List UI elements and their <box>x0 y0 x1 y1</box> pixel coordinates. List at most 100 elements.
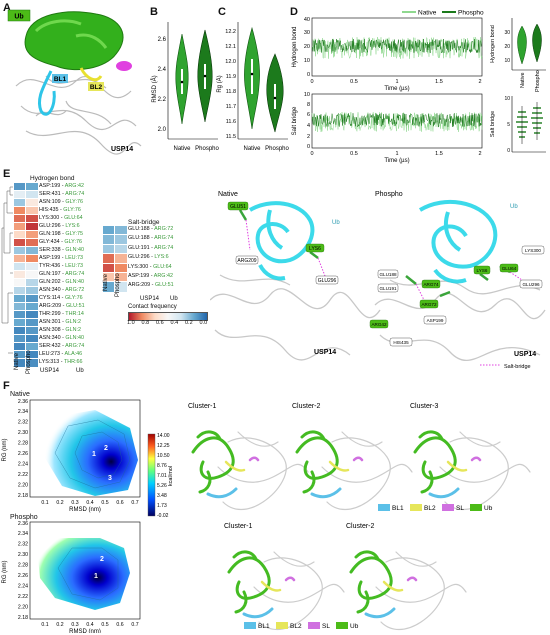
f-cb-tick-2: 10.50 <box>157 453 170 459</box>
separator: - <box>60 343 66 349</box>
f-n-ylabel: RG (nm) <box>2 439 8 462</box>
hb-heat-cell <box>13 214 27 224</box>
d-sb-xtick-4: 2 <box>478 151 481 157</box>
d-vsb-ytick-0: 0 <box>507 148 510 154</box>
e-sbridge-title: Salt-bridge <box>128 219 160 226</box>
ub-residue: LEU:73 <box>65 255 84 261</box>
f-phospho-title: Phospho <box>10 514 38 521</box>
f-legend-n-ub: Ub <box>484 505 493 512</box>
f-cb-tick-7: 1.73 <box>157 503 167 509</box>
d-vhb-ytick-2: 30 <box>504 30 510 36</box>
separator: - <box>59 359 64 365</box>
f-legend-p-bl2: BL2 <box>290 623 302 630</box>
c-ytick-3: 11.8 <box>226 89 236 95</box>
separator: - <box>60 295 65 301</box>
b-ytick-0: 2.0 <box>158 127 167 133</box>
c-ytick-2: 11.7 <box>226 104 236 110</box>
f-p-ytick-7: 2.32 <box>18 542 28 548</box>
usp-residue: THR:299 <box>39 311 61 317</box>
separator: - <box>60 287 66 293</box>
hb-heat-cell <box>13 206 27 216</box>
f-phospho-cluster-2: Cluster-2 <box>346 523 375 530</box>
f-n-ytick-1: 2.20 <box>18 483 28 489</box>
d-sb-ylabel: Salt bridge <box>292 106 298 135</box>
hb-heat-cell <box>25 254 39 264</box>
hb-heat-row-label: SER:338 - GLN:40 <box>39 246 84 255</box>
hb-heat-cell <box>13 182 27 192</box>
ub-residue: GLU:64 <box>64 215 83 221</box>
d-hb-xtick-4: 2 <box>478 79 481 85</box>
hb-heat-row-label: ASP:199 - ARG:42 <box>39 182 84 191</box>
d-vhb-xtick-phospho: Phospho <box>535 70 541 92</box>
label-bl2: BL2 <box>90 84 103 91</box>
hb-heat-cell <box>13 310 27 320</box>
sb-native-trace <box>311 111 483 133</box>
separator: - <box>60 183 65 189</box>
e-res-phospho-4: LYS6 <box>477 268 488 273</box>
sb-heat-cell <box>114 243 128 256</box>
c-ylabel: Rg (Å) <box>216 75 223 92</box>
f-p-ytick-5: 2.28 <box>18 563 28 569</box>
hb-heat-cell <box>25 342 39 352</box>
e-sb-col-native: Native <box>103 273 109 291</box>
f-native-title: Native <box>10 391 30 398</box>
ub-residue: ARG:42 <box>64 183 84 189</box>
panel-b-violin: 2.0 2.2 2.4 2.6 RMSD (Å) Native Phospho <box>151 22 220 152</box>
e-colorbar-tick: 1.0 <box>127 320 135 326</box>
separator: - <box>59 351 65 357</box>
sb-heat-cell <box>102 224 116 237</box>
d-hb-ytick-0: 0 <box>307 72 310 78</box>
hb-heat-cell <box>25 350 39 360</box>
usp-residue: ASN:308 <box>39 327 61 333</box>
panel-c-letter: C <box>218 6 226 18</box>
sb-phospho-trace <box>311 112 483 128</box>
hb-heat-cell <box>25 222 39 232</box>
e-col-native: Native <box>14 352 20 370</box>
hb-heat-cell <box>25 206 39 216</box>
sb-heat-cell <box>102 234 116 246</box>
ub-residue: ARG:74 <box>154 244 174 251</box>
sb-heat-row-label: GLU:191 - ARG:74 <box>128 244 173 253</box>
e-saltbridge-legend: Salt-bridge <box>504 364 531 370</box>
d-vsb-ytick-1: 5 <box>507 122 510 128</box>
f-p-ytick-8: 2.34 <box>18 531 28 537</box>
e-res-native-2: LYS6 <box>309 246 321 252</box>
sb-heat-cell <box>114 253 128 265</box>
ub-residue: ALA:46 <box>64 351 83 357</box>
d-hb-xtick-0: 0 <box>310 79 313 85</box>
f-p-xtick-5: 0.6 <box>116 622 123 628</box>
f-p-xtick-3: 0.4 <box>86 622 93 628</box>
usp-residue: GLU:191 <box>128 244 150 251</box>
separator: - <box>60 191 66 197</box>
usp-residue: SER:432 <box>39 343 61 349</box>
f-legend-p-bl1: BL1 <box>258 623 270 630</box>
e-colorbar-tick: 0.4 <box>170 320 179 326</box>
hb-heat-cell <box>13 342 27 352</box>
usp-residue: ASN:301 <box>39 319 61 325</box>
f-cb-tick-4: 7.01 <box>157 473 167 479</box>
f-p-ytick-3: 2.24 <box>18 584 28 590</box>
e-res-phospho-6: GLU296 <box>522 282 540 287</box>
d-vhb-ytick-1: 20 <box>504 44 510 50</box>
f-p-ytick-1: 2.20 <box>18 605 28 611</box>
b-ytick-3: 2.6 <box>158 37 167 43</box>
usp-residue: GLU:188 <box>128 235 150 242</box>
b-xtick-phospho: Phospho <box>195 146 219 152</box>
hb-heat-cell <box>13 302 27 312</box>
hb-heat-row-label: ASN:301 - GLN:2 <box>39 318 81 327</box>
sb-heat-cell <box>102 253 116 265</box>
separator: - <box>60 255 66 261</box>
d-hb-xtick-3: 1.5 <box>435 79 443 85</box>
ub-residue: LYS:6 <box>154 254 169 261</box>
d-hb-ytick-2: 20 <box>304 44 310 50</box>
f-p-ylabel: RG (nm) <box>2 561 8 584</box>
sb-heat-row-label: LYS:300 - GLU:64 <box>128 263 172 272</box>
sb-heat-cell <box>114 224 128 237</box>
e-native-ub: Ub <box>332 220 340 226</box>
separator: - <box>59 239 65 245</box>
ub-residue: LEU:73 <box>65 263 84 269</box>
hb-heat-cell <box>25 190 39 200</box>
c-ytick-1: 11.6 <box>226 119 236 125</box>
f-p-xtick-1: 0.2 <box>56 622 63 628</box>
usp-residue: ASP:199 <box>39 255 61 261</box>
